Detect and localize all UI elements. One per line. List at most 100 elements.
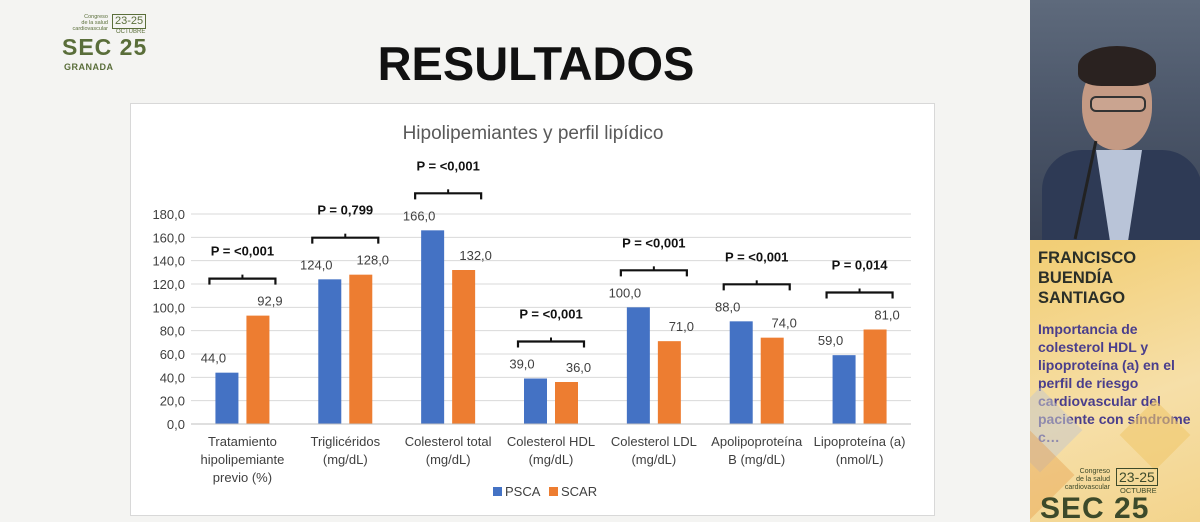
bar-chart: Hipolipemiantes y perfil lipídico 0,0 20,0… [152, 123, 911, 499]
data-label: 44,0 [201, 351, 226, 366]
p-value-label: P = <0,001 [519, 307, 582, 322]
p-value-label: P = 0,014 [832, 258, 889, 273]
x-tick-label: Colesterol LDL [611, 434, 697, 449]
speaker-name-line: SANTIAGO [1038, 289, 1126, 307]
logo-line: de la salud [81, 20, 108, 26]
data-label: 36,0 [566, 360, 591, 375]
bar-scar [246, 315, 270, 424]
data-label: 166,0 [403, 208, 436, 223]
y-tick-label: 180,0 [152, 207, 185, 222]
data-label: 74,0 [772, 316, 797, 331]
speaker-video [1030, 0, 1200, 240]
sec-logo: Congreso de la salud cardiovascular 23-2… [62, 12, 162, 74]
logo-congress-text: Congreso de la salud cardiovascular [1040, 468, 1110, 492]
bar-psca [421, 230, 445, 424]
p-value-label: P = <0,001 [725, 249, 788, 264]
y-tick-label: 100,0 [152, 300, 185, 315]
presentation-slide: Congreso de la salud cardiovascular 23-2… [62, 12, 935, 516]
significance-bracket [516, 340, 586, 348]
bar-scar [863, 329, 887, 424]
bar-scar [349, 274, 373, 424]
x-tick-label: B (mg/dL) [728, 452, 785, 467]
data-label: 81,0 [874, 308, 899, 323]
glasses-icon [1090, 96, 1146, 112]
data-label: 100,0 [609, 285, 642, 300]
slide-title: RESULTADOS [377, 37, 695, 90]
bar-scar [452, 270, 476, 424]
bar-psca [524, 378, 547, 424]
significance-bracket [722, 283, 791, 291]
p-value-label: P = <0,001 [416, 158, 479, 173]
x-tick-label: previo (%) [213, 470, 272, 485]
bar-psca [832, 355, 856, 424]
x-tick-label: (nmol/L) [836, 452, 884, 467]
logo-dates: 23-25 [112, 14, 147, 29]
legend-label-scar: SCAR [561, 484, 597, 499]
p-value-label: P = <0,001 [622, 235, 685, 250]
logo-line: cardiovascular [1064, 484, 1110, 491]
significance-bracket [311, 236, 380, 244]
y-tick-label: 20,0 [160, 394, 185, 409]
y-tick-label: 140,0 [152, 254, 185, 269]
data-label: 59,0 [818, 333, 843, 348]
x-tick-label: Lipoproteína (a) [814, 434, 906, 449]
chart-title: Hipolipemiantes y perfil lipídico [403, 123, 664, 144]
bar-psca [215, 372, 239, 424]
speaker-panel: FRANCISCO BUENDÍA SANTIAGO Importancia d… [1030, 0, 1200, 522]
significance-bracket [825, 291, 894, 299]
x-tick-label: Tratamiento [208, 434, 277, 449]
x-tick-label: (mg/dL) [631, 452, 676, 467]
bar-scar [555, 382, 578, 424]
speaker-name-line: BUENDÍA [1038, 269, 1114, 287]
legend-swatch-psca [493, 487, 502, 496]
data-label: 128,0 [357, 253, 390, 268]
logo-month: OCTUBRE [1120, 486, 1157, 495]
p-value-label: P = <0,001 [211, 244, 274, 259]
logo-line: cardiovascular [72, 26, 108, 32]
logo-line: Congreso [84, 14, 108, 20]
bar-psca [626, 307, 650, 424]
y-tick-label: 120,0 [152, 277, 185, 292]
speaker-name-line: FRANCISCO [1038, 249, 1137, 267]
y-tick-label: 40,0 [160, 370, 185, 385]
bar-psca [729, 321, 753, 424]
logo-month: OCTUBRE [116, 29, 146, 35]
significance-bracket [208, 277, 277, 285]
legend-label-psca: PSCA [505, 484, 541, 499]
logo-city: GRANADA [64, 62, 114, 72]
data-label: 39,0 [509, 357, 534, 372]
data-label: 124,0 [300, 257, 333, 272]
x-tick-label: Colesterol total [405, 434, 492, 449]
bar-scar [760, 337, 784, 424]
x-tick-label: Triglicéridos [310, 434, 380, 449]
legend-swatch-scar [549, 487, 558, 496]
logo-line: Congreso [1079, 468, 1110, 475]
bar-psca [318, 279, 342, 424]
y-tick-label: 80,0 [160, 324, 185, 339]
significance-bracket [619, 269, 688, 277]
logo-line: de la salud [1076, 476, 1110, 483]
significance-bracket [414, 192, 483, 200]
x-tick-label: (mg/dL) [426, 452, 471, 467]
x-tick-label: (mg/dL) [529, 452, 574, 467]
x-tick-label: hipolipemiante [201, 452, 285, 467]
speaker-hair [1078, 46, 1156, 86]
sec-logo-bottom: Congreso de la salud cardiovascular 23-2… [1040, 466, 1195, 522]
x-tick-label: Colesterol HDL [507, 434, 595, 449]
y-tick-label: 60,0 [160, 347, 185, 362]
data-label: 88,0 [715, 299, 740, 314]
chart-panel: Hipolipemiantes y perfil lipídico 0,0 20,0… [130, 103, 935, 516]
logo-name: SEC 25 [1040, 492, 1150, 522]
data-label: 92,9 [257, 294, 282, 309]
logo-name: SEC 25 [62, 34, 148, 60]
speaker-name: FRANCISCO BUENDÍA SANTIAGO [1038, 248, 1198, 308]
y-tick-label: 0,0 [167, 417, 185, 432]
bar-scar [657, 341, 681, 424]
y-tick-label: 160,0 [152, 230, 185, 245]
logo-congress-text: Congreso de la salud cardiovascular [62, 14, 108, 32]
logo-dates: 23-25 [1116, 468, 1158, 486]
data-label: 132,0 [459, 248, 492, 263]
x-tick-label: Apolipoproteína [711, 434, 803, 449]
x-tick-label: (mg/dL) [323, 452, 368, 467]
p-value-label: P = 0,799 [317, 203, 373, 218]
